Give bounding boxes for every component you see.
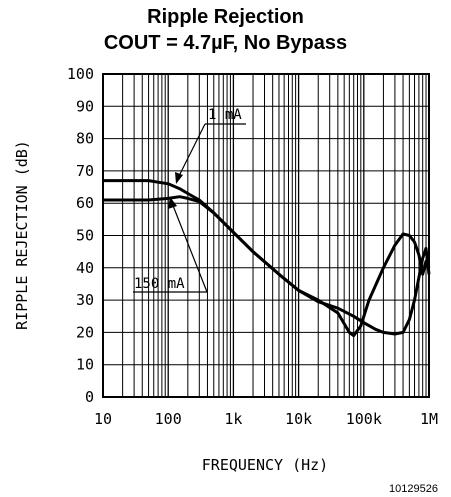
y-tick-label: 30 (76, 291, 94, 309)
x-tick-label: 1M (420, 410, 438, 428)
series-line-150ma (103, 195, 431, 338)
x-tick-label: 10k (285, 410, 312, 428)
x-tick-label: 1k (224, 410, 242, 428)
chart-title: Ripple Rejection (147, 6, 304, 28)
grid (102, 73, 429, 398)
y-tick-label: 70 (76, 162, 94, 180)
annotation-150ma-label: 150 mA (134, 276, 185, 292)
x-tick-label: 100k (346, 410, 382, 428)
annotations: 1 mA 150 mA (133, 107, 246, 293)
y-tick-label: 80 (76, 130, 94, 148)
annotation-1ma-label: 1 mA (208, 107, 242, 123)
x-axis-label: FREQUENCY (Hz) (202, 456, 328, 474)
y-tick-label: 10 (76, 356, 94, 374)
y-tick-label: 60 (76, 194, 94, 212)
annotation-150ma-arrowhead (168, 197, 177, 209)
x-tick-label: 10 (94, 410, 112, 428)
x-tick-labels: 10 100 1k 10k 100k 1M (94, 410, 438, 428)
series-line-1ma (103, 179, 431, 336)
y-tick-label: 40 (76, 259, 94, 277)
y-tick-label: 20 (76, 323, 94, 341)
annotation-1ma-leader (177, 123, 206, 179)
y-tick-label: 90 (76, 97, 94, 115)
figure-code: 10129526 (389, 483, 438, 495)
annotation-1ma-arrowhead (175, 172, 183, 184)
y-tick-label: 0 (85, 388, 94, 406)
y-axis-label: RIPPLE REJECTION (dB) (13, 140, 31, 330)
plot-frame (102, 73, 430, 398)
series-lines (103, 179, 431, 338)
y-tick-label: 100 (67, 65, 94, 83)
y-tick-labels: 0 10 20 30 40 50 60 70 80 90 100 (67, 65, 94, 406)
y-tick-label: 50 (76, 227, 94, 245)
chart-subtitle: COUT = 4.7µF, No Bypass (103, 32, 348, 54)
annotation-150ma-leader (171, 202, 208, 293)
x-tick-label: 100 (155, 410, 182, 428)
